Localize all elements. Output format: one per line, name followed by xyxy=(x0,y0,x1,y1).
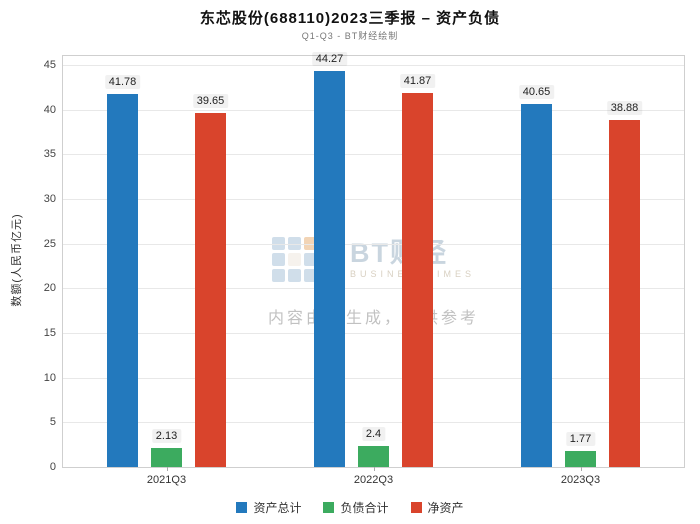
y-tick-label: 20 xyxy=(43,282,56,295)
y-tick-label: 0 xyxy=(49,461,56,473)
x-tick-label: 2021Q3 xyxy=(146,474,187,486)
legend-swatch xyxy=(410,502,422,513)
gridline xyxy=(63,64,684,66)
bar xyxy=(565,451,596,467)
bar-value-label: 41.78 xyxy=(104,74,141,89)
legend-label: 资产总计 xyxy=(253,501,302,515)
legend-item: 负债合计 xyxy=(323,499,389,516)
y-tick-label: 40 xyxy=(43,103,56,116)
x-tick-label: 2023Q3 xyxy=(560,474,601,486)
legend-swatch xyxy=(323,502,335,513)
bar xyxy=(402,92,433,467)
legend-label: 负债合计 xyxy=(340,501,389,515)
gridline xyxy=(63,377,684,379)
gridline xyxy=(63,198,684,200)
bar xyxy=(195,112,226,467)
legend-swatch xyxy=(236,502,248,513)
plot-area: BT财经 BUSINESSTIMES 内容由AI生成，仅供参考 0 5 10 15 20… xyxy=(44,52,685,486)
legend-label: 净资产 xyxy=(427,501,464,515)
bar xyxy=(151,447,182,467)
legend-item: 资产总计 xyxy=(236,499,301,516)
gridline xyxy=(63,288,684,290)
bar-value-label: 44.27 xyxy=(311,52,348,67)
bar xyxy=(314,71,345,467)
y-tick-label: 35 xyxy=(43,148,56,161)
watermark: BT财经 BUSINESSTIMES 内容由AI生成，仅供参考 xyxy=(63,236,684,328)
bar xyxy=(521,103,552,467)
bar-value-label: 2.4 xyxy=(361,426,386,441)
bar-value-label: 41.87 xyxy=(399,73,436,88)
gridline xyxy=(63,332,684,334)
y-axis-label: 数额(人民币亿元) xyxy=(11,213,23,307)
bar xyxy=(609,119,640,467)
gridline xyxy=(63,422,684,424)
y-tick-label: 30 xyxy=(43,192,56,205)
x-tick-mark xyxy=(373,467,375,471)
x-tick-mark xyxy=(166,467,168,471)
legend: 资产总计 负债合计 净资产 xyxy=(0,499,700,516)
gridline xyxy=(63,243,684,245)
gridline xyxy=(63,154,684,156)
watermark-disclaimer: 内容由AI生成，仅供参考 xyxy=(267,310,480,327)
bar-value-label: 39.65 xyxy=(192,93,229,108)
y-tick-label: 10 xyxy=(43,371,56,384)
bar-value-label: 40.65 xyxy=(518,84,555,99)
y-tick-label: 25 xyxy=(43,237,56,250)
bar xyxy=(358,445,389,467)
legend-item: 净资产 xyxy=(410,499,464,516)
chart-subtitle: Q1-Q3 - BT财经绘制 xyxy=(301,31,399,41)
y-tick-label: 15 xyxy=(43,326,56,339)
x-tick-mark xyxy=(580,467,582,471)
bar-value-label: 1.77 xyxy=(565,432,596,447)
chart-title: 东芯股份(688110)2023三季报 – 资产负债 xyxy=(199,10,501,27)
y-tick-label: 45 xyxy=(43,58,56,71)
x-tick-label: 2022Q3 xyxy=(353,474,394,486)
bar-value-label: 38.88 xyxy=(606,100,643,115)
bar xyxy=(107,93,138,467)
gridline xyxy=(63,109,684,111)
y-tick-label: 5 xyxy=(49,416,56,429)
bar-value-label: 2.13 xyxy=(151,428,182,443)
